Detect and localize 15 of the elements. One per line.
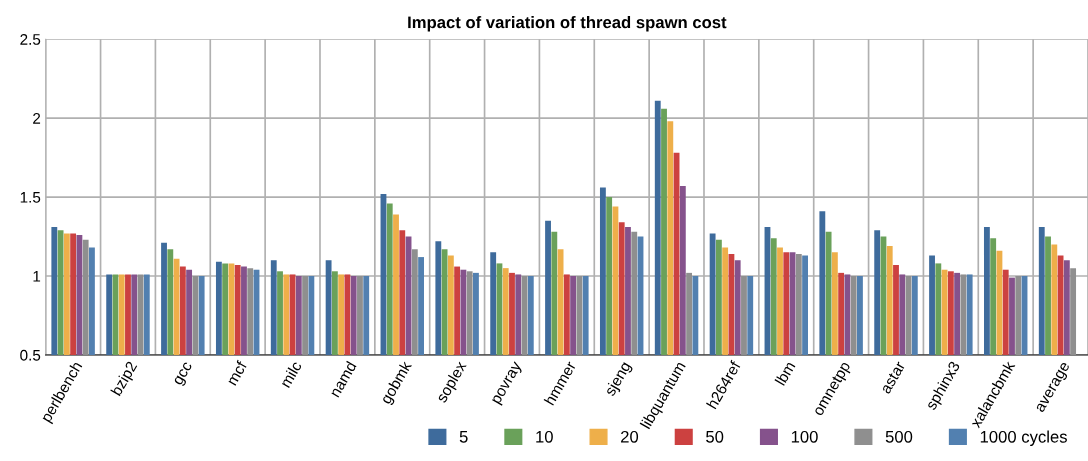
x-tick-label: lbm bbox=[774, 360, 796, 386]
y-tick-label: 1 bbox=[33, 271, 41, 282]
x-tick-label: gcc bbox=[173, 361, 195, 387]
legend-label: 100 bbox=[791, 430, 818, 443]
legend-label: 1000 cycles bbox=[980, 430, 1067, 446]
y-tick-label: 2.5 bbox=[20, 34, 41, 45]
legend-label: 10 bbox=[536, 430, 553, 443]
y-tick-label: 2 bbox=[33, 113, 41, 124]
legend-label: 500 bbox=[885, 430, 913, 443]
y-tick-label: 1.5 bbox=[20, 192, 41, 203]
legend-label: 50 bbox=[706, 430, 724, 443]
legend-label: 20 bbox=[621, 430, 639, 443]
y-tick-label: 0.5 bbox=[20, 349, 41, 361]
chart-title: Impact of variation of thread spawn cost bbox=[408, 16, 727, 32]
legend-label: 5 bbox=[459, 431, 468, 443]
